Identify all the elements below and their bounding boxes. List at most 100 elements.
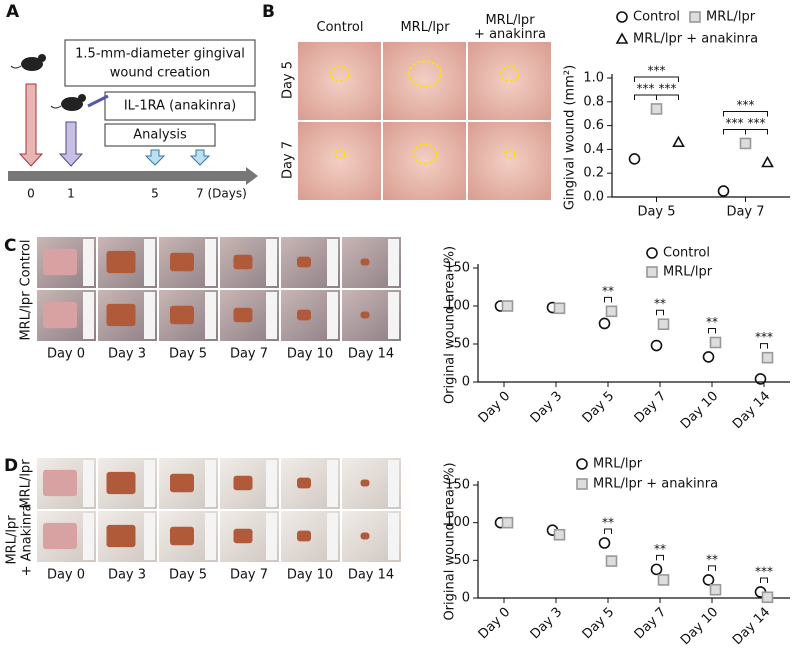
x-tick-label: Day 10 <box>678 389 721 432</box>
photo <box>383 42 466 120</box>
ruler <box>388 292 399 339</box>
photo <box>468 122 551 200</box>
arrow <box>18 83 44 167</box>
y-tick-label: 0.2 <box>583 166 604 181</box>
ruler <box>205 513 216 560</box>
row-label: MRL/lpr <box>19 291 34 341</box>
arrow <box>58 121 84 167</box>
axis <box>477 264 790 383</box>
ruler <box>388 513 399 560</box>
x-tick-label: Day 7 <box>632 605 670 643</box>
x-tick-label: Day 3 <box>528 605 566 643</box>
legend-label: MRL/lpr <box>663 265 713 280</box>
legend-label: MRL/lpr <box>593 457 643 472</box>
wound-outline <box>500 65 520 83</box>
wound <box>106 471 136 495</box>
significance-label: ** <box>706 552 718 566</box>
significance-label: *** <box>748 116 766 130</box>
photo-label: MRL/lpr <box>400 20 450 35</box>
x-tick-label: Day 5 <box>580 389 618 427</box>
marker <box>672 135 685 148</box>
timeline-label: 0 <box>27 187 35 201</box>
legend-label: MRL/lpr + anakinra <box>593 477 718 492</box>
significance-bracket <box>604 296 612 303</box>
marker <box>616 11 628 23</box>
significance-bracket <box>656 554 664 561</box>
x-tick-label: Day 14 <box>730 605 773 648</box>
wound <box>170 305 194 325</box>
photo-label: MRL/lpr + anakinra <box>474 13 546 42</box>
axis <box>477 481 790 599</box>
wound <box>233 528 253 544</box>
panel-label: A <box>6 2 20 22</box>
significance-label: *** <box>726 116 744 130</box>
column-label: Day 10 <box>287 568 333 583</box>
ruler <box>327 239 338 286</box>
marker <box>576 478 588 490</box>
significance-bracket <box>723 128 746 135</box>
marker <box>553 528 566 541</box>
panel-label: C <box>4 236 16 256</box>
marker <box>605 555 618 567</box>
marker <box>761 155 774 168</box>
significance-bracket <box>656 309 664 316</box>
marker <box>598 537 611 549</box>
significance-label: *** <box>755 564 773 578</box>
wound <box>360 479 370 487</box>
legend-label: Control <box>633 10 680 25</box>
legend-label: MRL/lpr + anakinra <box>633 32 758 47</box>
ruler <box>83 239 94 286</box>
wound-outline <box>504 149 516 159</box>
marker <box>761 351 774 364</box>
arrow <box>144 149 166 166</box>
marker <box>598 317 611 330</box>
significance-bracket <box>656 94 679 100</box>
significance-label: ** <box>602 284 614 298</box>
wound <box>297 256 311 268</box>
row-label: Day 5 <box>281 61 296 99</box>
marker <box>553 302 566 315</box>
column-label: Day 14 <box>348 347 394 362</box>
marker <box>754 373 767 385</box>
photo <box>298 42 381 120</box>
y-tick-label: 0 <box>462 591 470 606</box>
ruler <box>144 292 155 339</box>
wound-outline <box>334 149 346 159</box>
significance-label: *** <box>648 63 666 77</box>
column-label: Day 0 <box>47 347 85 362</box>
ruler <box>83 292 94 339</box>
wound <box>106 303 136 327</box>
wound <box>360 532 370 540</box>
ruler <box>266 513 277 560</box>
wound-outline <box>408 60 442 88</box>
wound <box>297 309 311 321</box>
box <box>104 123 216 147</box>
column-label: Day 3 <box>108 568 146 583</box>
wound <box>360 258 370 266</box>
ruler <box>388 239 399 286</box>
y-tick-label: 50 <box>453 553 470 568</box>
y-tick-label: 100 <box>445 515 470 530</box>
legend-label: Control <box>663 246 710 261</box>
x-tick-label: Day 7 <box>632 389 670 427</box>
box-text: 1.5-mm-diameter gingival <box>75 47 245 62</box>
ruler <box>144 513 155 560</box>
photo-label: Control <box>317 20 364 35</box>
wound <box>43 301 77 329</box>
marker <box>709 583 722 596</box>
marker <box>650 339 663 352</box>
photo <box>468 42 551 120</box>
y-tick-label: 50 <box>453 337 470 352</box>
column-label: Day 5 <box>169 568 207 583</box>
photo <box>383 122 466 200</box>
marker <box>702 351 715 363</box>
ruler <box>327 460 338 507</box>
row-label: Control <box>19 240 34 287</box>
significance-bracket <box>708 327 716 334</box>
y-tick-label: 0.4 <box>583 142 604 157</box>
wound <box>43 522 77 550</box>
marker <box>717 185 730 197</box>
marker <box>646 266 658 278</box>
x-tick-label: Day 0 <box>476 389 514 427</box>
